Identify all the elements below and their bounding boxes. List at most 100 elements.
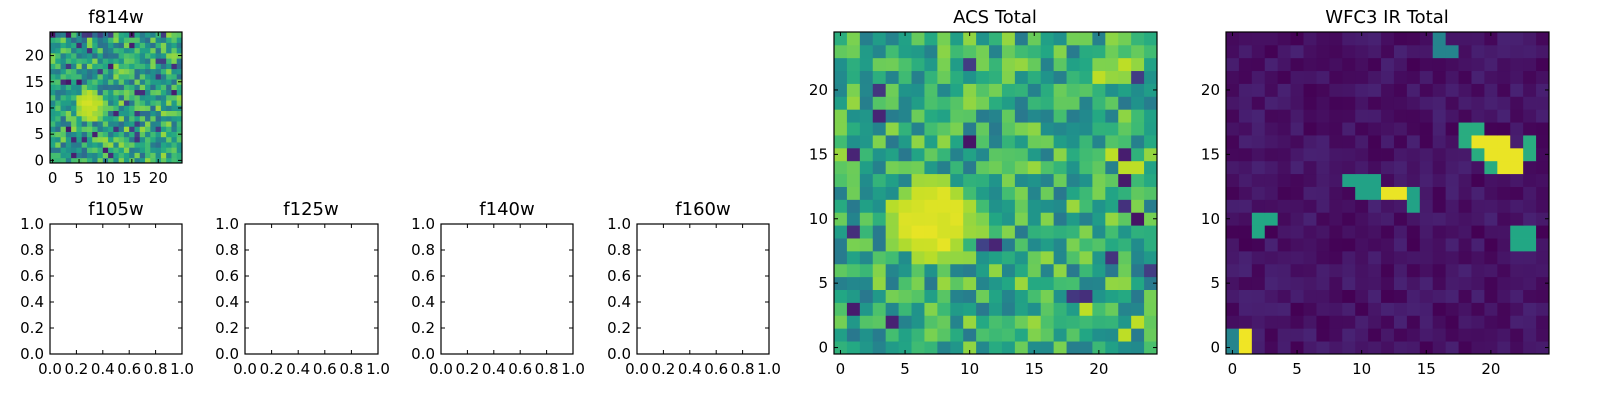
heatmap-cell [1381,122,1395,136]
heatmap-cell [166,52,172,59]
heatmap-cell [846,109,861,123]
heatmap-cell [1316,263,1330,278]
heatmap-cell [1251,70,1266,84]
heatmap-cell [1458,302,1472,316]
heatmap-cell [1040,289,1055,303]
heatmap-cell [86,63,93,70]
heatmap-cell [113,84,120,91]
heatmap-cell [1368,122,1382,136]
heatmap-cell [134,110,141,117]
heatmap-cell [129,136,135,143]
heatmap-cell [1040,32,1055,46]
heatmap-cell [1497,32,1511,46]
heatmap-cell [1458,57,1472,72]
heatmap-cell [1368,44,1382,59]
heatmap-cell [1484,32,1498,46]
heatmap-cell [937,263,951,278]
heatmap-cell [1118,315,1132,329]
heatmap-cell [160,94,167,101]
heatmap-cell [81,68,88,75]
heatmap-cell [134,157,141,164]
heatmap-cell [1458,250,1472,265]
heatmap-cell [924,225,938,239]
heatmap-cell [81,121,88,127]
heatmap-cell [1238,32,1253,46]
heatmap-cell [92,47,98,54]
heatmap-cell [1458,173,1472,187]
heatmap-cell [150,94,156,101]
heatmap-cell [139,32,146,38]
heatmap-cell [65,89,72,96]
heatmap-cell [102,105,109,111]
heatmap-cell [1079,122,1093,136]
heatmap-cell [1432,44,1447,59]
heatmap-cell [50,73,56,80]
heatmap-cell [166,131,172,138]
heatmap-cell [86,42,93,49]
heatmap-cell [1458,122,1472,136]
heatmap-cell [1053,238,1067,252]
heatmap-cell [989,44,1003,59]
heatmap-cell [134,89,141,96]
heatmap-cell [1329,44,1343,59]
heatmap-cell [950,276,964,290]
heatmap-cell [1536,328,1550,342]
heatmap-cell [1510,289,1524,303]
heatmap-cell [924,173,938,187]
y-tick-label: 1.0 [411,215,435,233]
heatmap-cell [1381,225,1395,239]
heatmap-cell [1342,57,1356,72]
heatmap-cell [1316,70,1330,84]
heatmap-cell [1523,70,1537,84]
heatmap-cell [1144,199,1158,213]
heatmap-cell [1277,122,1291,136]
heatmap-cell [1355,276,1369,290]
heatmap-cell [1445,83,1459,97]
heatmap-cell [118,37,125,43]
heatmap-cell [76,147,83,153]
heatmap-cell [1510,32,1524,46]
heatmap-cell [976,135,990,149]
heatmap-cell [989,186,1003,200]
heatmap-cell [102,52,109,59]
heatmap-cell [71,58,77,64]
heatmap-cell [1001,173,1016,187]
heatmap-cell [859,173,874,187]
heatmap-cell [50,121,56,127]
heatmap-cell [134,58,141,64]
heatmap-cell [1342,263,1356,278]
heatmap-cell [1040,199,1055,213]
heatmap-cell [171,84,178,91]
heatmap-cell [1471,70,1485,84]
heatmap-cell [60,84,67,91]
heatmap-cell [118,131,125,138]
heatmap-cell [1484,186,1498,200]
heatmap-cell [97,110,104,117]
heatmap-cell [86,84,93,91]
heatmap-cell [108,157,114,164]
heatmap-cell [1105,96,1119,110]
heatmap-cell [1238,302,1253,316]
heatmap-cell [123,147,130,153]
heatmap-cell [1001,135,1016,149]
heatmap-cell [1329,212,1343,226]
heatmap-cell [1226,57,1240,72]
heatmap-cell [1432,32,1447,46]
heatmap-cell [1536,135,1550,149]
heatmap-cell [1001,302,1016,316]
heatmap-cell [155,42,162,49]
heatmap-cell [86,58,93,64]
heatmap-cell [1131,135,1145,149]
x-tick-label: 10 [1352,360,1371,378]
heatmap-cell [71,84,77,91]
heatmap-cell [108,58,114,64]
heatmap-cell [1290,160,1304,175]
heatmap-cell [1484,173,1498,187]
heatmap-cell [1355,173,1369,187]
heatmap-cell [1484,263,1498,278]
heatmap-cell [1355,250,1369,265]
heatmap-cell [108,52,114,59]
heatmap-cell [1536,341,1550,355]
heatmap-cell [1079,173,1093,187]
heatmap-cell [97,84,104,91]
